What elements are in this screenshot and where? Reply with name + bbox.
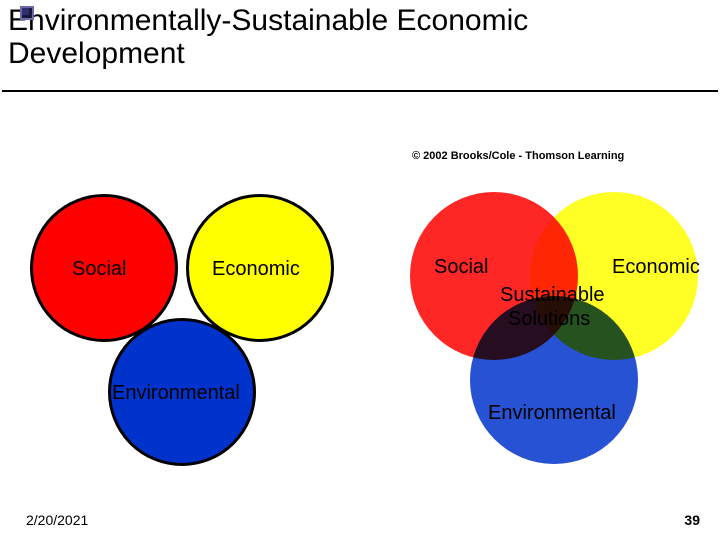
slide: Environmentally-Sustainable Economic Dev… (0, 0, 720, 540)
right-label-economic: Economic (612, 256, 700, 279)
right-center-label-line1: Sustainable (500, 284, 605, 307)
right-label-social: Social (434, 256, 488, 279)
left-venn-diagram: Social Economic Environmental (0, 0, 360, 540)
footer-page-number: 39 (684, 512, 700, 528)
footer-date: 2/20/2021 (26, 512, 88, 528)
left-label-economic: Economic (212, 258, 300, 281)
right-center-label-line2: Solutions (508, 308, 590, 331)
right-venn-diagram: Social Economic Sustainable Solutions En… (400, 0, 720, 540)
left-label-environmental: Environmental (112, 382, 240, 405)
left-label-social: Social (72, 258, 126, 281)
right-label-environmental: Environmental (488, 402, 616, 425)
